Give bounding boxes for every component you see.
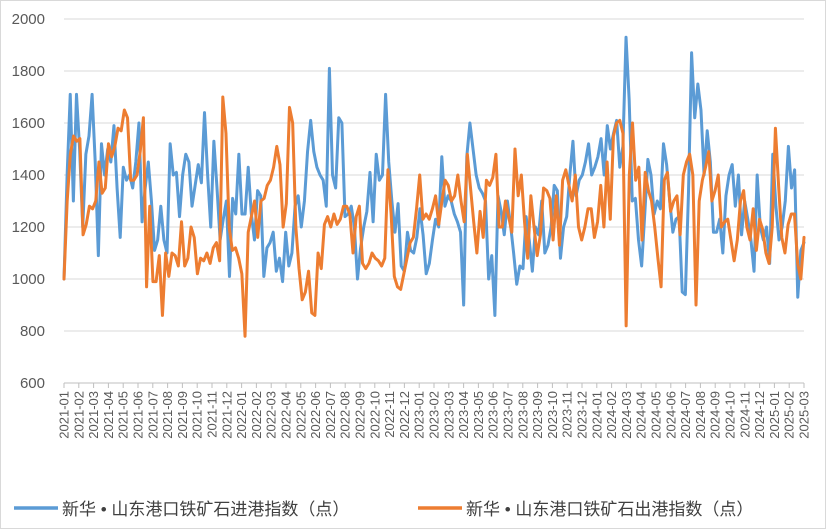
x-tick-label: 2021-05 (116, 391, 131, 439)
x-tick-label: 2022-02 (249, 391, 264, 439)
x-axis: 2021-01 2021-02 2021-03 2021-04 2021-05 2021-… (57, 382, 812, 439)
y-tick-label: 1400 (12, 167, 45, 184)
y-tick-label: 1600 (12, 115, 45, 132)
legend: 新华 • 山东港口铁矿石进港指数（点） 新华 • 山东港口铁矿石出港指数（点） (14, 500, 753, 519)
x-tick-label: 2021-01 (57, 391, 72, 439)
x-tick-label: 2025-03 (797, 391, 812, 439)
x-tick-label: 2025-02 (782, 391, 797, 439)
x-tick-label: 2022-06 (308, 391, 323, 439)
x-tick-label: 2024-06 (663, 391, 678, 439)
x-tick-label: 2023-08 (515, 391, 530, 439)
x-tick-label: 2022-12 (397, 391, 412, 439)
gridlines (64, 18, 804, 384)
x-tick-label: 2024-09 (708, 391, 723, 439)
y-tick-label: 800 (20, 323, 45, 340)
x-tick-label: 2025-01 (767, 391, 782, 439)
x-tick-label: 2022-03 (264, 391, 279, 439)
x-tick-label: 2024-01 (589, 391, 604, 439)
legend-label-outbound: 新华 • 山东港口铁矿石出港指数（点） (466, 500, 753, 519)
x-tick-label: 2024-07 (678, 391, 693, 439)
y-tick-label: 1800 (12, 63, 45, 80)
x-tick-label: 2022-01 (234, 391, 249, 439)
x-tick-label: 2021-09 (175, 391, 190, 439)
x-tick-label: 2023-06 (486, 391, 501, 439)
y-tick-label: 600 (20, 375, 45, 392)
x-tick-label: 2023-03 (441, 391, 456, 439)
x-tick-label: 2024-11 (737, 391, 752, 438)
x-tick-label: 2024-08 (693, 391, 708, 439)
x-tick-label: 2023-01 (412, 391, 427, 439)
x-tick-label: 2021-02 (71, 391, 86, 439)
x-tick-label: 2023-02 (427, 391, 442, 439)
y-tick-label: 2000 (12, 11, 45, 28)
x-tick-label: 2024-10 (723, 391, 738, 439)
x-tick-label: 2023-09 (530, 391, 545, 439)
x-tick-label: 2024-04 (634, 391, 649, 439)
x-tick-label: 2024-12 (752, 391, 767, 439)
x-tick-label: 2022-04 (279, 391, 294, 439)
x-tick-label: 2021-12 (219, 391, 234, 439)
x-tick-label: 2024-02 (604, 391, 619, 439)
x-tick-label: 2022-08 (338, 391, 353, 439)
x-tick-label: 2021-06 (131, 391, 146, 439)
x-tick-label: 2022-09 (353, 391, 368, 439)
x-tick-label: 2021-03 (86, 391, 101, 439)
x-tick-label: 2022-10 (367, 391, 382, 439)
x-tick-label: 2023-12 (575, 391, 590, 439)
x-tick-label: 2024-05 (649, 391, 664, 439)
series-lines (62, 35, 806, 338)
x-tick-label: 2023-04 (456, 391, 471, 439)
x-tick-label: 2022-05 (293, 391, 308, 439)
legend-label-inbound: 新华 • 山东港口铁矿石进港指数（点） (62, 500, 349, 519)
x-tick-label: 2023-05 (471, 391, 486, 439)
x-tick-label: 2022-11 (382, 391, 397, 438)
x-tick-label: 2024-03 (619, 391, 634, 439)
x-tick-label: 2021-04 (101, 391, 116, 439)
x-tick-label: 2021-10 (190, 391, 205, 439)
x-tick-label: 2023-10 (545, 391, 560, 439)
series-line-outbound (62, 95, 806, 338)
x-tick-label: 2021-11 (205, 391, 220, 438)
x-tick-label: 2021-08 (160, 391, 175, 439)
y-tick-label: 1000 (12, 271, 45, 288)
series-line-inbound (62, 35, 806, 317)
x-tick-label: 2021-07 (145, 391, 160, 439)
x-tick-label: 2023-11 (560, 391, 575, 438)
x-tick-label: 2022-07 (323, 391, 338, 439)
y-tick-label: 1200 (12, 219, 45, 236)
y-axis: 600 800 1000 1200 1400 1600 1800 2000 (12, 11, 45, 392)
x-tick-label: 2023-07 (501, 391, 516, 439)
